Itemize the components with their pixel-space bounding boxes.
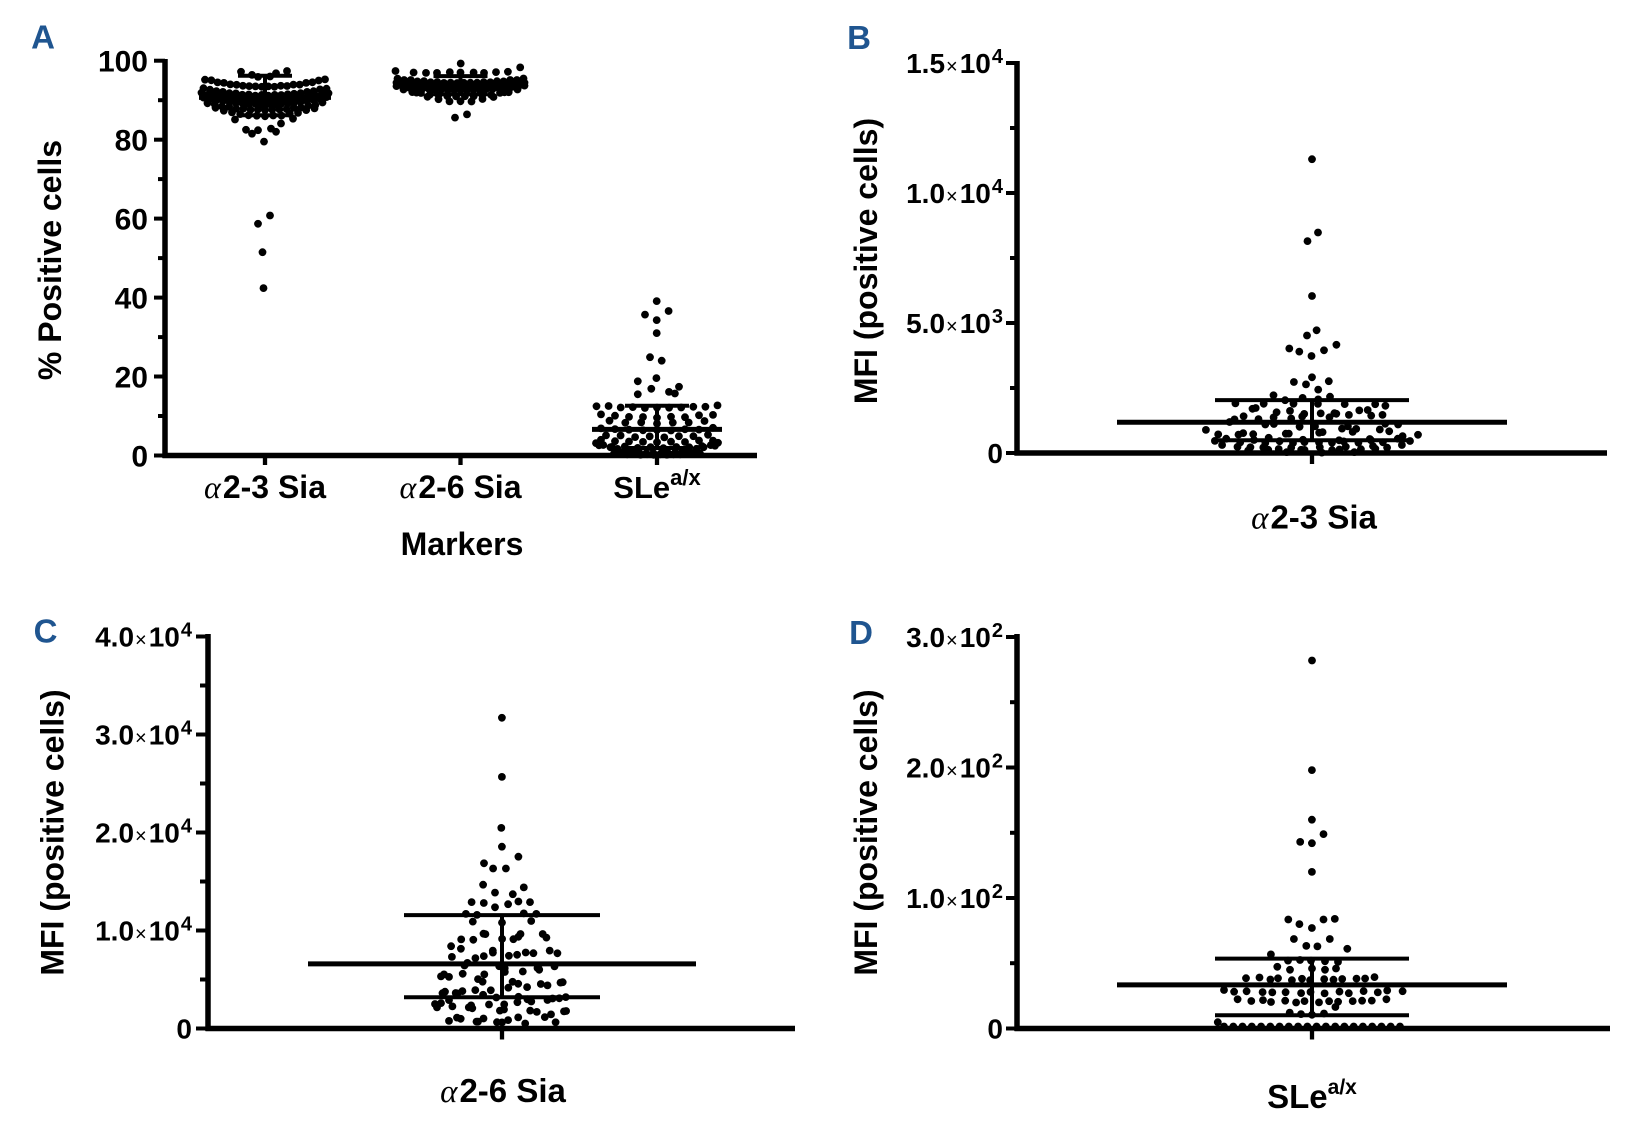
svg-text:0: 0	[987, 1014, 1003, 1045]
svg-text:0: 0	[131, 440, 148, 473]
svg-text:1.0×104: 1.0×104	[906, 176, 1004, 209]
svg-text:3.0×104: 3.0×104	[95, 718, 193, 751]
svg-text:0: 0	[176, 1014, 192, 1045]
svg-text:A: A	[31, 18, 55, 55]
svg-text:B: B	[847, 19, 871, 56]
svg-text:0: 0	[987, 438, 1003, 469]
svg-text:60: 60	[115, 203, 148, 236]
svg-text:α2-6 Sia: α2-6 Sia	[440, 1072, 566, 1110]
svg-text:80: 80	[115, 125, 148, 158]
svg-text:20: 20	[115, 361, 148, 394]
svg-text:α2-3 Sia: α2-3 Sia	[204, 469, 326, 505]
svg-text:α2-3 Sia: α2-3 Sia	[1251, 499, 1377, 537]
svg-text:α2-6 Sia: α2-6 Sia	[400, 469, 522, 505]
svg-text:1.5×104: 1.5×104	[906, 46, 1004, 79]
svg-text:100: 100	[98, 46, 148, 79]
svg-text:Markers: Markers	[401, 526, 524, 562]
svg-text:C: C	[34, 613, 58, 650]
svg-text:% Positive cells: % Positive cells	[32, 140, 68, 380]
svg-text:40: 40	[115, 282, 148, 315]
svg-text:5.0×103: 5.0×103	[906, 306, 1003, 339]
svg-text:D: D	[849, 614, 873, 651]
svg-text:MFI (positive cells): MFI (positive cells)	[848, 118, 884, 404]
svg-text:MFI (positive cells): MFI (positive cells)	[848, 689, 884, 975]
svg-text:MFI (positive cells): MFI (positive cells)	[35, 689, 71, 975]
